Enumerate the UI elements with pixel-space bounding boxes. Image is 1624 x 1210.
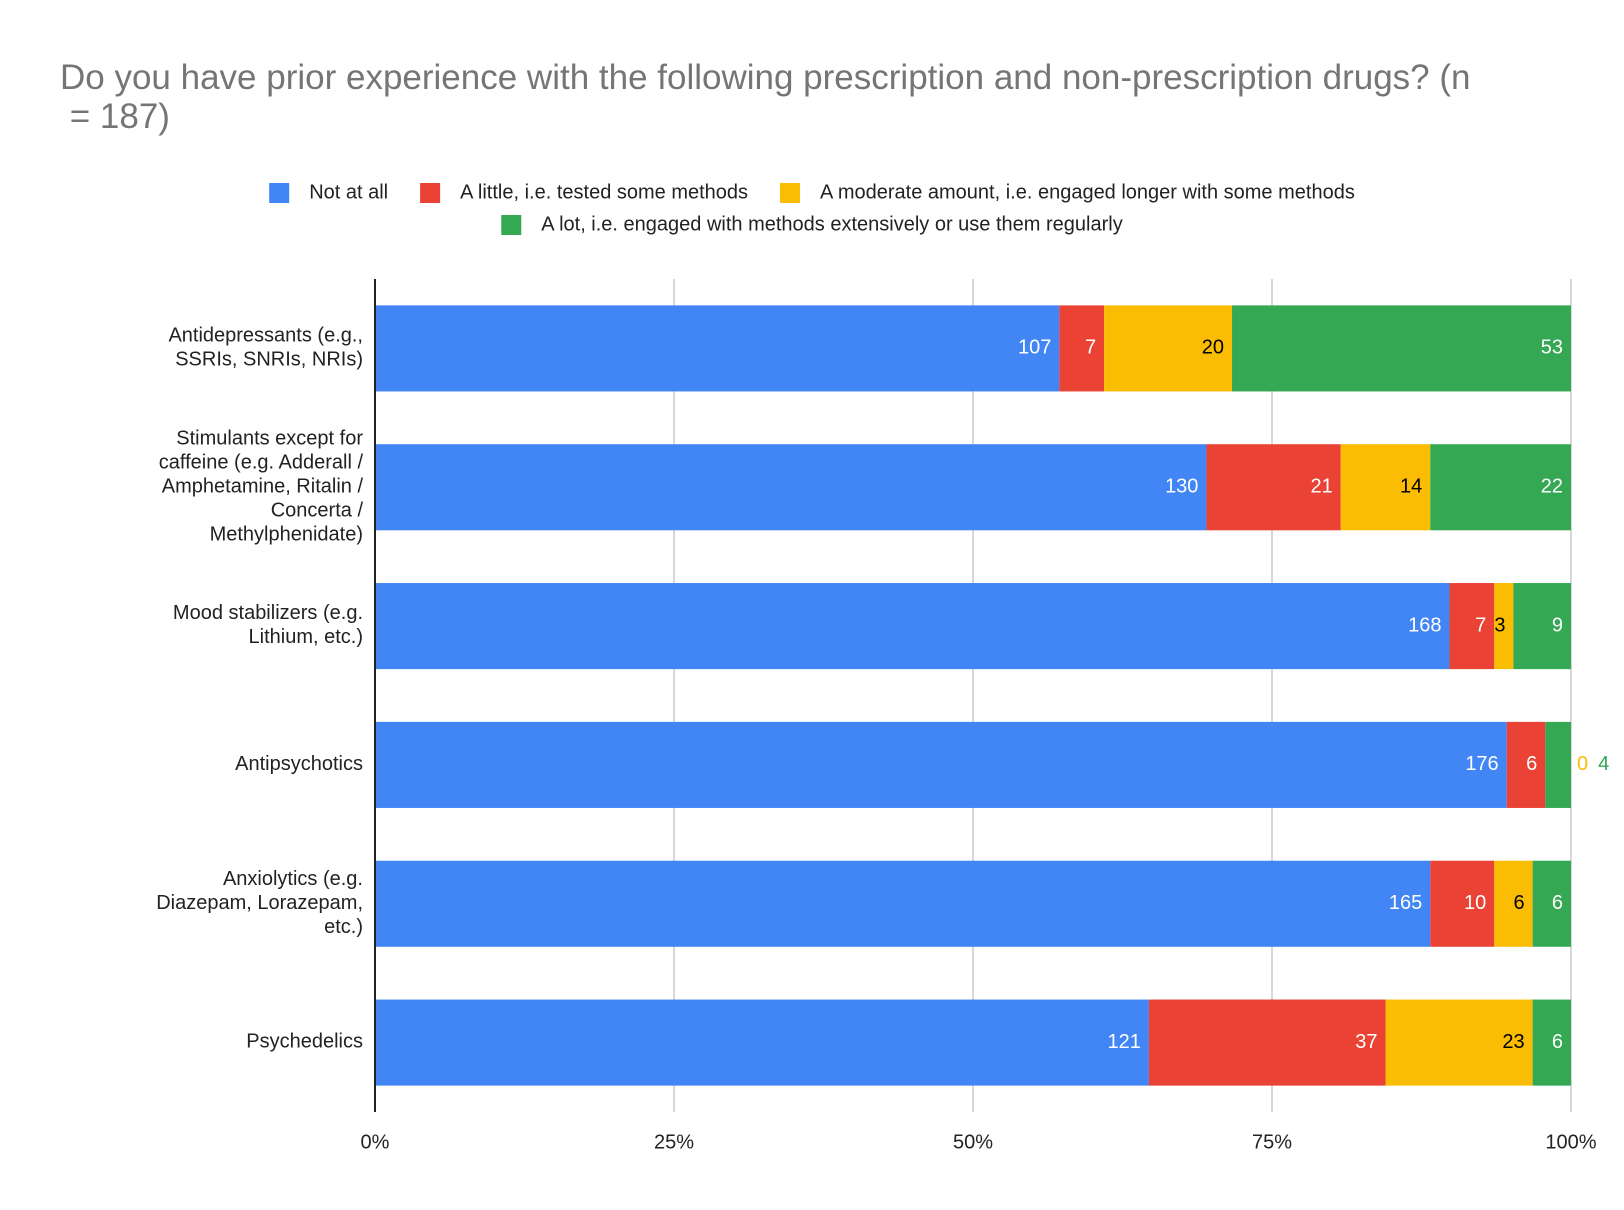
- bar-segment: [375, 305, 1060, 392]
- legend-label: Not at all: [309, 181, 388, 203]
- data-label: 7: [1085, 337, 1096, 359]
- data-label: 3: [1494, 614, 1505, 636]
- bar-segment: [1494, 583, 1514, 670]
- bar-segment: [1385, 999, 1533, 1086]
- bar-segment: [375, 860, 1431, 947]
- data-label: 14: [1400, 476, 1422, 498]
- x-tick-label: 75%: [1252, 1131, 1292, 1153]
- y-tick-label: Antidepressants (e.g., SSRIs, SNRIs, NRI…: [168, 325, 363, 371]
- data-label: 130: [1165, 476, 1198, 498]
- y-tick-label: Stimulants except for caffeine (e.g. Add…: [153, 428, 363, 546]
- legend-swatch: [780, 183, 801, 203]
- data-label: 107: [1018, 337, 1051, 359]
- data-label: 6: [1526, 753, 1537, 775]
- data-label: 23: [1502, 1031, 1524, 1053]
- bar-segment: [1513, 583, 1571, 670]
- bar-segment: [1494, 860, 1533, 947]
- data-label: 4: [1598, 753, 1609, 775]
- x-tick-label: 0%: [361, 1131, 390, 1153]
- data-label: 9: [1552, 614, 1563, 636]
- bar-segment: [1506, 721, 1546, 808]
- data-label: 176: [1465, 753, 1498, 775]
- data-label: 20: [1202, 337, 1224, 359]
- data-label: 6: [1514, 892, 1525, 914]
- bar-segment: [375, 583, 1450, 670]
- y-tick-label: Psychedelics: [246, 1031, 363, 1053]
- data-label: 0: [1577, 753, 1588, 775]
- bar-segment: [1340, 444, 1431, 531]
- data-label: 121: [1108, 1031, 1141, 1053]
- bar-segment: [1449, 583, 1495, 670]
- chart-title: Do you have prior experience with the fo…: [60, 58, 1471, 136]
- data-label: 7: [1475, 614, 1486, 636]
- bar-segment: [1532, 860, 1571, 947]
- x-tick-label: 100%: [1545, 1131, 1596, 1153]
- data-label: 165: [1389, 892, 1422, 914]
- legend-swatch: [501, 215, 522, 235]
- data-label: 37: [1355, 1031, 1377, 1053]
- legend-row: A lot, i.e. engaged with methods extensi…: [501, 213, 1123, 235]
- legend-label: A lot, i.e. engaged with methods extensi…: [541, 213, 1122, 235]
- bar-segment: [1104, 305, 1233, 392]
- legend-row: Not at all A little, i.e. tested some met…: [269, 181, 1355, 203]
- y-tick-label: Mood stabilizers (e.g. Lithium, etc.): [173, 602, 363, 648]
- bar-segment: [375, 999, 1149, 1086]
- data-label: 10: [1464, 892, 1486, 914]
- bar-segment: [1148, 999, 1386, 1086]
- bar-segment: [1545, 721, 1571, 808]
- data-label: 21: [1311, 476, 1333, 498]
- bar-segment: [1532, 999, 1571, 1086]
- data-label: 168: [1408, 614, 1441, 636]
- x-tick-label: 50%: [953, 1131, 993, 1153]
- y-tick-label: Antipsychotics: [235, 753, 363, 775]
- legend-swatch: [269, 183, 290, 203]
- legend-label: A little, i.e. tested some methods: [460, 181, 748, 203]
- legend-label: A moderate amount, i.e. engaged longer w…: [820, 181, 1355, 203]
- bar-segment: [1206, 444, 1341, 531]
- data-label: 22: [1541, 476, 1563, 498]
- data-label: 6: [1552, 892, 1563, 914]
- bar-segment: [375, 444, 1207, 531]
- bar-segment: [1232, 305, 1571, 392]
- bar-segment: [375, 721, 1507, 808]
- legend-swatch: [420, 183, 441, 203]
- bar-segment: [1430, 860, 1495, 947]
- bar-segment: [1059, 305, 1105, 392]
- data-label: 53: [1541, 337, 1563, 359]
- x-tick-label: 25%: [654, 1131, 694, 1153]
- y-tick-label: Anxiolytics (e.g. Diazepam, Lorazepam, e…: [151, 868, 363, 938]
- data-label: 6: [1552, 1031, 1563, 1053]
- bar-segment: [1430, 444, 1571, 531]
